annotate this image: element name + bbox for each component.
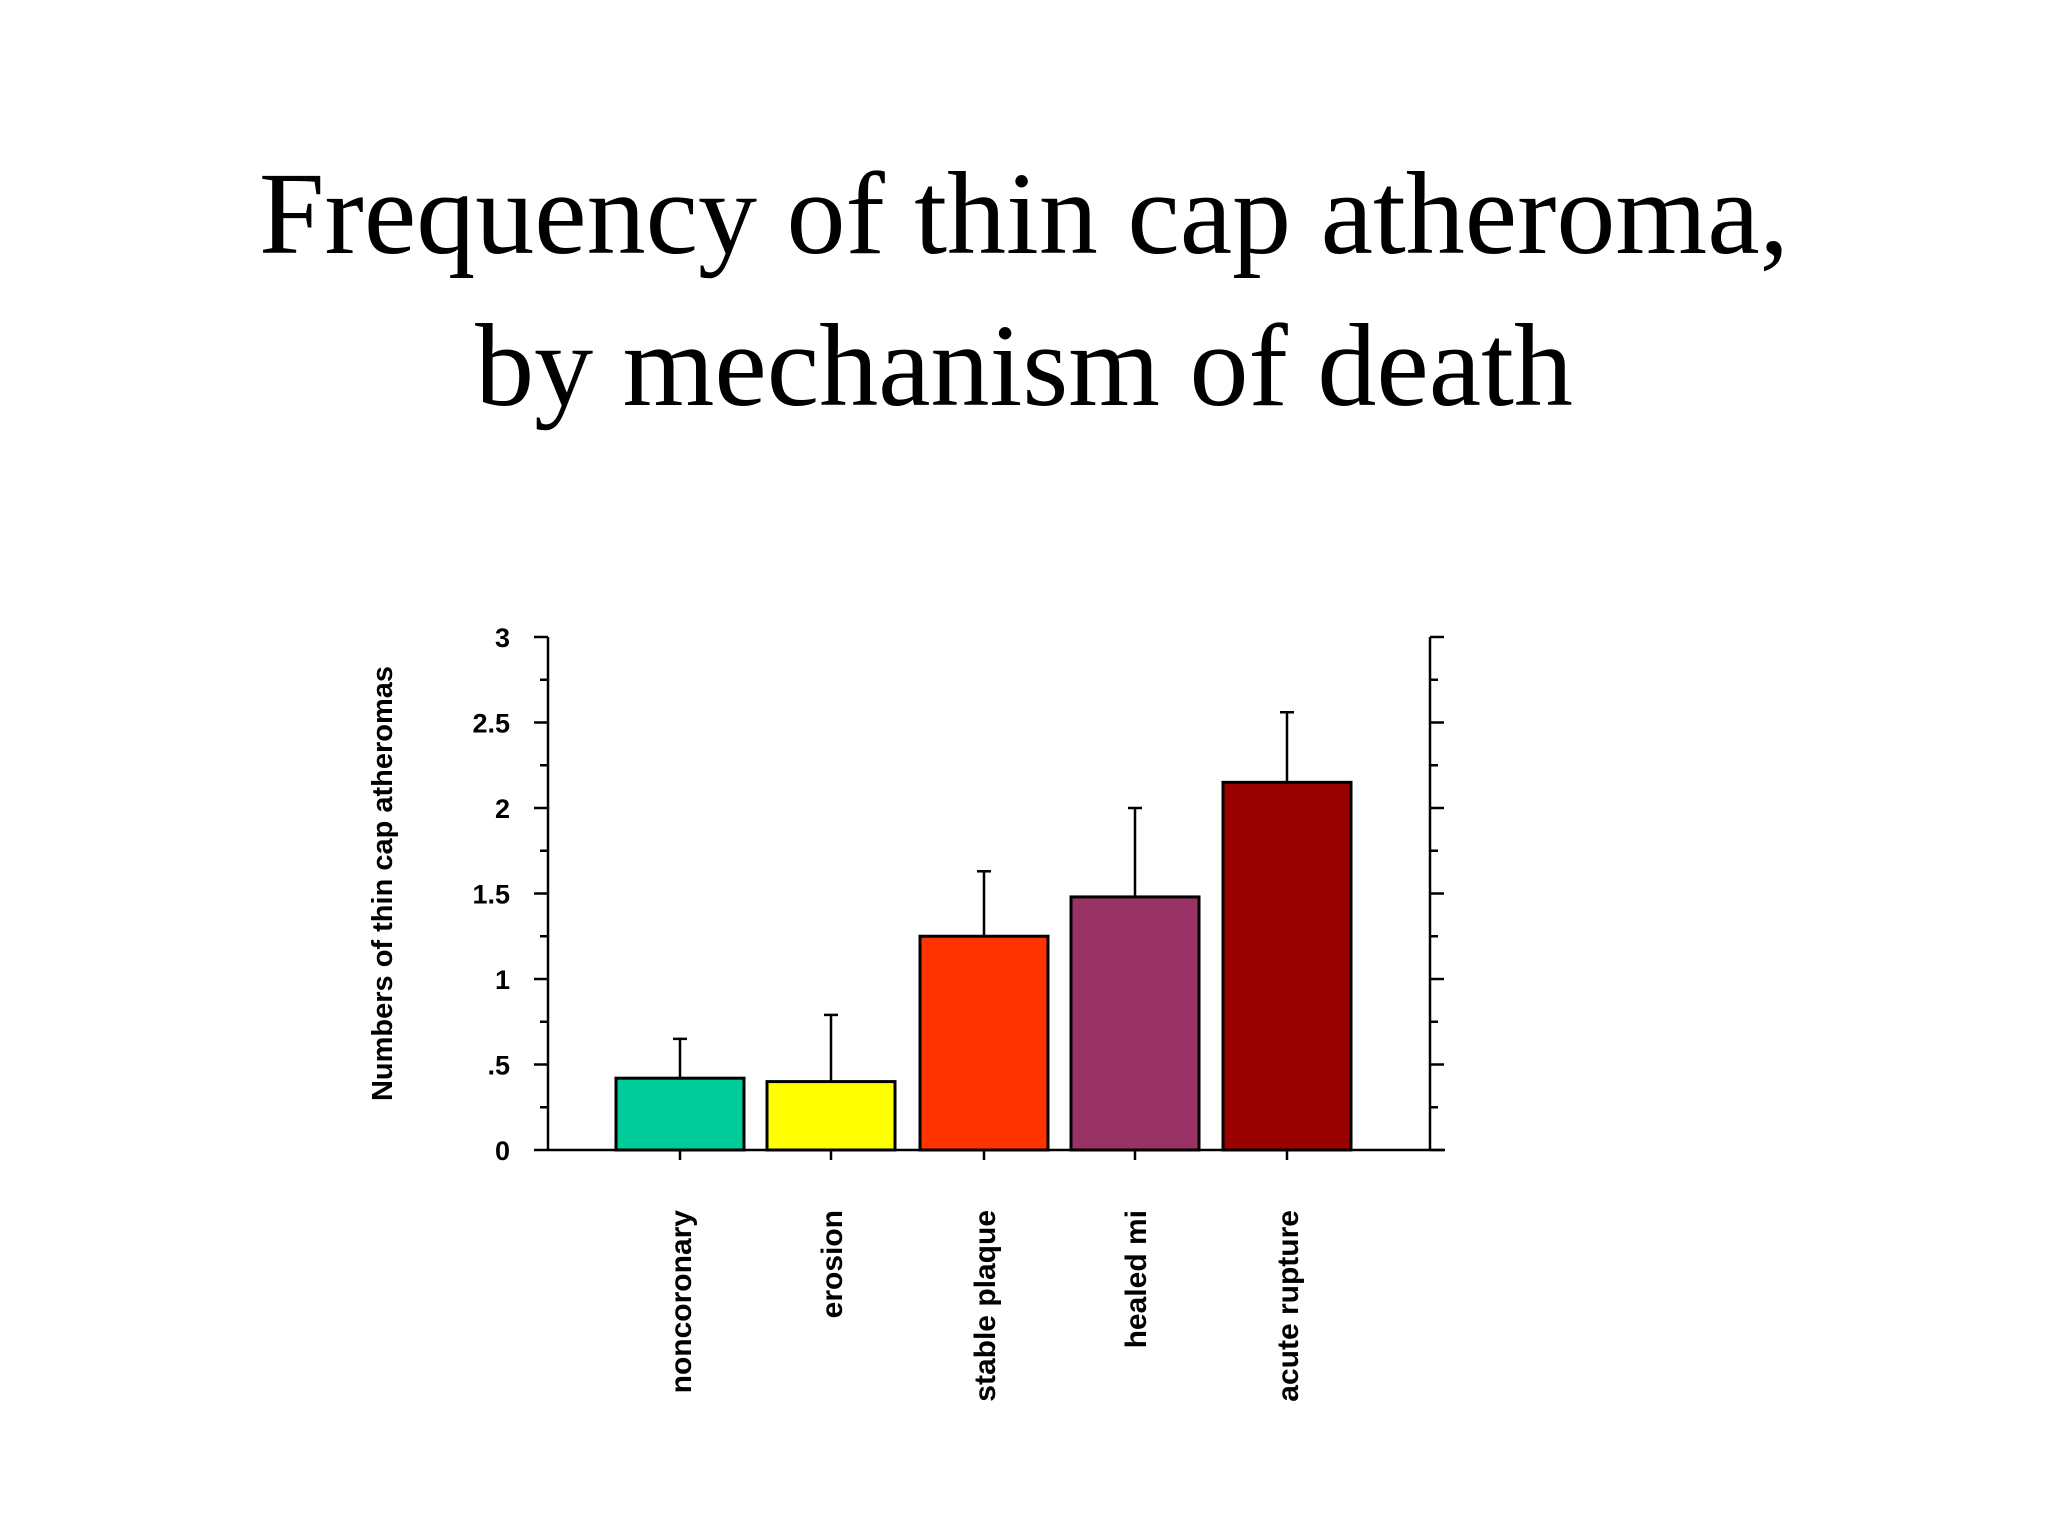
y-tick-label: 2 — [495, 794, 510, 824]
y-axis-title: Numbers of thin cap atheromas — [367, 666, 399, 1101]
x-ticks — [678, 1150, 1289, 1160]
slide-title: Frequency of thin cap atheroma, by mecha… — [0, 138, 2048, 442]
category-label: healed mi — [1120, 1210, 1153, 1348]
y-tick-label: 3 — [495, 623, 510, 653]
bar-5 — [1221, 780, 1353, 1152]
category-label: acute rupture — [1272, 1210, 1305, 1402]
y-ticks: 0 .5 1 1.5 2 2.5 3 — [472, 623, 1444, 1166]
y-tick-label: 1 — [495, 965, 510, 995]
category-label: erosion — [816, 1210, 849, 1318]
y-tick-label: 1.5 — [472, 880, 510, 910]
error-bars — [673, 710, 1294, 1082]
y-tick-label: 2.5 — [472, 709, 510, 739]
y-tick-label: .5 — [487, 1051, 510, 1081]
bars — [614, 780, 1353, 1152]
slide-title-line-2: by mechanism of death — [475, 300, 1573, 431]
bar-1 — [614, 1076, 746, 1152]
bar-2 — [765, 1080, 897, 1152]
y-tick-label: 0 — [495, 1136, 510, 1166]
bar-4 — [1069, 895, 1201, 1152]
category-labels: noncoronary erosion stable plaque healed mi… — [665, 1210, 1305, 1402]
category-label: noncoronary — [665, 1210, 698, 1394]
slide-title-line-1: Frequency of thin cap atheroma, — [258, 148, 1790, 279]
category-label: stable plaque — [969, 1210, 1002, 1402]
bar-3 — [918, 934, 1050, 1152]
